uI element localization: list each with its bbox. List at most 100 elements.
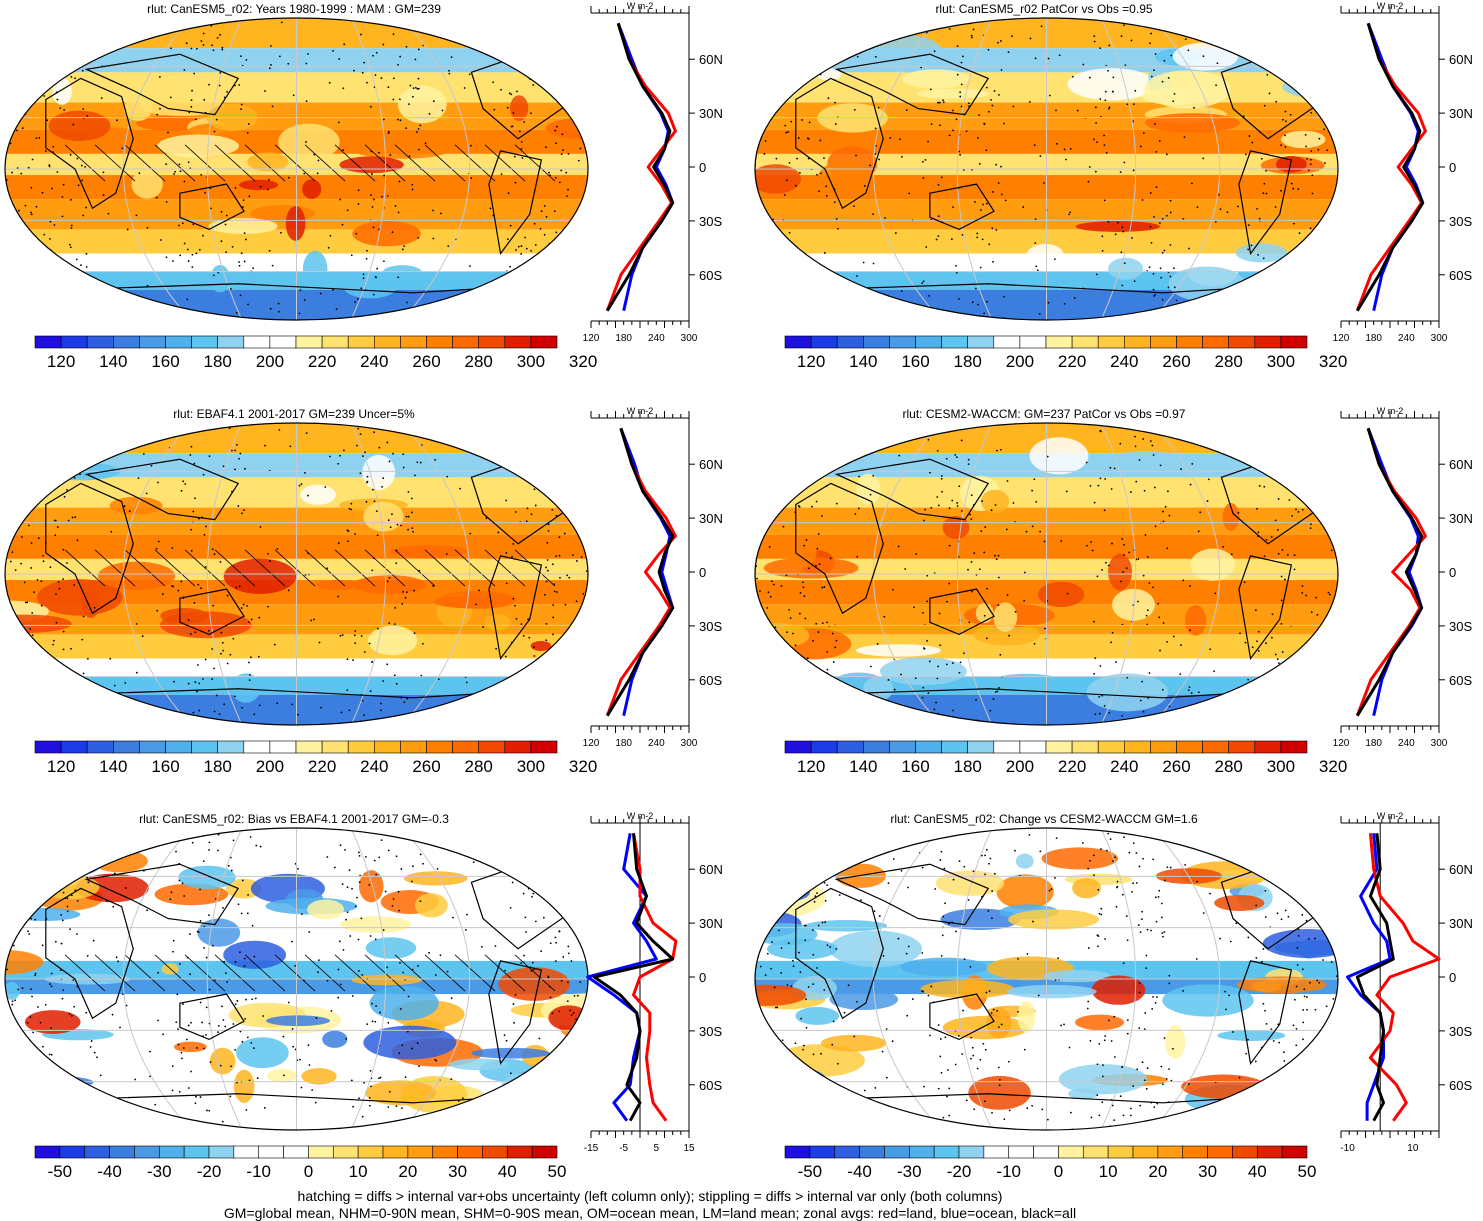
lat-label: 60S [1449,1078,1472,1093]
zonal-tick-label: 300 [681,333,698,344]
panel-title: rlut: CESM2-WACCM: GM=237 PatCor vs Obs … [902,407,1186,421]
colorbar-swatch [191,335,219,349]
colorbar-swatch [295,740,323,754]
colorbar-swatch [165,740,192,754]
colorbar-swatch [530,335,558,349]
colorbar-swatch [84,1145,110,1159]
lat-label: 30N [1449,916,1473,931]
lat-label: 30N [1449,106,1473,121]
map [4,827,589,1131]
lat-label: 30N [699,916,723,931]
colorbar-swatch [1097,740,1125,754]
lat-label: 30S [699,214,722,229]
lat-label: 30S [1449,619,1472,634]
all-zonal-line [606,22,675,312]
lat-label: 30S [1449,1024,1472,1039]
colorbar-swatch [967,335,995,349]
colorbar-tick-label: -40 [847,1162,872,1181]
colorbar-swatch [1228,335,1256,349]
colorbar-tick-label: 280 [465,352,493,371]
colorbar-swatch [1045,335,1073,349]
colorbar-swatch [993,740,1021,754]
colorbar-swatch [933,1145,960,1159]
colorbar-tick-label: 180 [954,352,982,371]
colorbar-tick-label: 300 [517,757,545,776]
colorbar-swatch [810,740,838,754]
colorbar-tick-label: 180 [954,757,982,776]
colorbar-tick-label: -20 [947,1162,972,1181]
colorbar-swatch [915,740,942,754]
colorbar-tick-label: 30 [1198,1162,1217,1181]
panel-1: rlut: CanESM5_r02: Years 1980-1999 : MAM… [0,0,733,405]
colorbar-swatch [1132,1145,1159,1159]
colorbar-swatch [1202,740,1230,754]
colorbar-tick-label: -20 [197,1162,222,1181]
lat-label: 60N [1449,862,1473,877]
colorbar-swatch [191,740,219,754]
colorbar-tick-label: 280 [1215,352,1243,371]
colorbar-swatch [357,1145,384,1159]
lat-label: 60S [1449,268,1472,283]
colorbar-tick-label: 0 [1054,1162,1063,1181]
colorbar-tick-label: 260 [412,352,440,371]
colorbar-swatch [1207,1145,1233,1159]
colorbar-swatch [889,335,916,349]
colorbar-swatch [86,740,114,754]
zonal-tick-label: 180 [1365,738,1382,749]
panel-title: rlut: CanESM5_r02: Years 1980-1999 : MAM… [147,2,441,16]
all-zonal-line [592,833,675,1122]
colorbar: 120 140 160 180 200 220 240 260 280 300 320 [34,335,597,371]
colorbar-tick-label: 240 [360,757,388,776]
land-zonal-line [605,22,677,312]
zonal-tick-label: 300 [1431,333,1448,344]
colorbar-swatch [941,335,969,349]
colorbar-tick-label: 240 [360,352,388,371]
map [4,422,589,726]
lat-label: 0 [699,565,706,580]
colorbar-swatch [983,1145,1010,1159]
colorbar-tick-label: 320 [569,757,597,776]
lat-label: 0 [699,970,706,985]
colorbar-swatch [158,1145,185,1159]
colorbar-swatch [908,1145,935,1159]
colorbar-swatch [1280,335,1308,349]
zonal-tick-label: 120 [583,333,600,344]
colorbar-tick-label: 40 [498,1162,517,1181]
colorbar-swatch [810,335,838,349]
colorbar-swatch [139,335,166,349]
colorbar-tick-label: -50 [48,1162,73,1181]
zonal-tick-label: 180 [1365,333,1382,344]
colorbar-swatch [347,335,375,349]
colorbar-swatch [1107,1145,1134,1159]
colorbar-tick-label: 140 [99,352,127,371]
colorbar-swatch [295,335,323,349]
colorbar-swatch [407,1145,434,1159]
colorbar-swatch [457,1145,483,1159]
colorbar-tick-label: 40 [1248,1162,1267,1181]
colorbar-swatch [1008,1145,1034,1159]
colorbar-swatch [258,1145,284,1159]
lat-label: 30S [1449,214,1472,229]
colorbar-tick-label: 120 [47,352,75,371]
colorbar-swatch [504,335,532,349]
colorbar-tick-label: 180 [204,757,232,776]
colorbar-tick-label: 20 [1148,1162,1167,1181]
colorbar-swatch [1019,740,1047,754]
colorbar-tick-label: 240 [1110,352,1138,371]
panel-6: rlut: CanESM5_r02: Change vs CESM2-WACCM… [750,810,1483,1215]
colorbar-swatch [233,1145,260,1159]
land-zonal-line [1368,833,1441,1122]
colorbar-tick-label: 300 [517,352,545,371]
colorbar-swatch [34,1145,61,1159]
colorbar-swatch [1157,1145,1184,1159]
panel-5: rlut: CanESM5_r02: Bias vs EBAF4.1 2001-… [0,810,733,1215]
colorbar-swatch [452,740,480,754]
lat-label: 0 [699,160,706,175]
colorbar-swatch [1176,740,1203,754]
zonal-tick-label: 240 [648,333,665,344]
colorbar-swatch [482,1145,508,1159]
map [754,17,1339,321]
lat-label: 60N [1449,52,1473,67]
colorbar-tick-label: 280 [1215,757,1243,776]
zonal-tick-label: 120 [1333,738,1350,749]
